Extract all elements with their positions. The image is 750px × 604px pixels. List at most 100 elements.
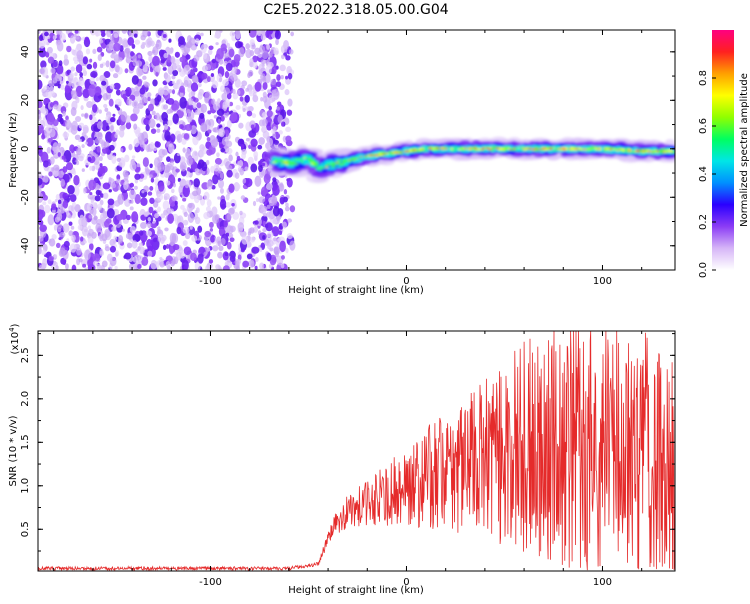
spectrogram-noise-speck	[262, 95, 268, 103]
spectrogram-noise-speck	[265, 64, 273, 74]
spectrogram-noise-speck	[214, 157, 222, 165]
spectrogram-noise-speck	[220, 43, 227, 52]
spectrogram-noise-speck	[287, 72, 293, 80]
spectrogram-noise-speck	[266, 252, 272, 262]
spectrogram-noise-speck	[115, 129, 120, 136]
spectrogram-track-speck	[656, 150, 660, 152]
spectrogram-noise-speck	[194, 261, 201, 270]
spectrogram-noise-speck	[81, 216, 88, 228]
spectrogram-noise-speck	[64, 85, 71, 94]
spectrogram-noise-speck	[57, 227, 62, 233]
spectrogram-track-speck	[463, 148, 467, 149]
spectrogram-noise-speck	[223, 87, 231, 95]
spectrogram-noise-speck	[155, 43, 160, 48]
spectrogram-noise-speck	[55, 193, 60, 201]
spectrogram-noise-speck	[226, 213, 232, 221]
spectrogram-noise-speck	[289, 240, 296, 251]
spectrogram-noise-speck	[134, 194, 141, 205]
spectrogram-noise-speck	[210, 73, 214, 78]
spectrogram-noise-speck	[289, 205, 296, 213]
spectrogram-noise-speck	[114, 250, 120, 257]
spectrogram-track-speck	[331, 161, 335, 164]
spectrogram-noise-speck	[163, 123, 169, 130]
spectrogram-track-speck	[664, 151, 667, 153]
spectrogram-noise-speck	[95, 189, 101, 196]
spectrogram-track-speck	[394, 151, 398, 153]
spectrogram-noise-speck	[193, 54, 200, 62]
spectrogram-noise-speck	[62, 259, 67, 266]
spectrogram-noise-speck	[129, 206, 134, 211]
spectrogram-track-speck	[643, 150, 645, 152]
spectrogram-noise-speck	[68, 214, 72, 219]
spectrogram-noise-speck	[249, 227, 255, 234]
spectrogram-noise-speck	[43, 175, 49, 183]
spectrogram-noise-speck	[167, 119, 173, 126]
colorbar: 0.00.20.40.60.8 Normalized spectral ampl…	[698, 30, 750, 278]
colorbar-tick-label: 0.4	[698, 166, 709, 182]
spectrogram-noise-speck	[132, 256, 138, 263]
spectrogram-noise-speck	[285, 126, 292, 133]
spectrogram-noise-speck	[143, 185, 149, 193]
spectrogram-noise-speck	[182, 219, 189, 226]
spectrogram-noise-speck	[70, 234, 76, 242]
spectrogram-track-speck	[513, 148, 516, 150]
spectrogram-noise-speck	[272, 177, 277, 182]
spectrogram-noise-speck	[224, 252, 229, 257]
spectrogram-noise-speck	[137, 263, 142, 270]
snr-panel: -100 0 100 0.51.01.52.02.5 Height of strai…	[8, 323, 676, 596]
spectrogram-noise-speck	[281, 54, 285, 60]
spectrogram-noise-speck	[133, 138, 140, 148]
spectrogram-noise-speck	[228, 233, 234, 238]
spectrogram-noise-speck	[85, 48, 91, 55]
spectrogram-track-speck	[367, 154, 370, 156]
spectrogram-track-speck	[337, 159, 342, 162]
spectrogram-noise-speck	[260, 34, 266, 41]
spectrogram-noise-speck	[272, 126, 277, 133]
spectrogram-track-speck	[300, 160, 304, 163]
spectrogram-noise-speck	[250, 124, 255, 129]
spectrogram-noise-speck	[221, 123, 226, 129]
spectrogram-noise-speck	[200, 32, 204, 37]
spectrogram-noise-speck	[59, 231, 66, 238]
spectrogram-track-speck	[272, 161, 276, 164]
spectrogram-noise-speck	[61, 155, 66, 160]
spectrogram-noise-speck	[206, 136, 211, 142]
spectrogram-noise-speck	[92, 253, 101, 262]
spectrogram-noise-speck	[166, 108, 172, 115]
spectrogram-track-speck	[375, 154, 378, 156]
spectrogram-noise-speck	[199, 144, 205, 152]
spectrogram-noise-speck	[287, 218, 292, 223]
spectrogram-noise-speck	[207, 49, 213, 56]
spectrogram-noise-speck	[252, 55, 258, 63]
spectrogram-noise-speck	[59, 206, 66, 214]
spectrogram-noise-speck	[123, 48, 130, 58]
spectrogram-noise-speck	[40, 60, 47, 69]
spectrogram-signal-track	[265, 136, 675, 184]
spectrogram-noise-speck	[273, 237, 277, 242]
spectrogram-noise-speck	[131, 155, 136, 159]
spectrogram-noise-speck	[81, 113, 85, 117]
spectrogram-noise-speck	[113, 235, 117, 241]
spectrogram-track-speck	[503, 147, 507, 149]
spectrogram-noise-speck	[176, 64, 182, 71]
spectrogram-noise-speck	[38, 124, 44, 134]
snr-x-tick-label: 100	[593, 577, 612, 588]
spectrogram-track-speck	[534, 146, 540, 149]
spectrogram-noise-speck	[89, 114, 93, 121]
spectrogram-track-speck	[421, 149, 424, 150]
spectrogram-noise-speck	[75, 147, 82, 156]
spectrogram-noise-speck	[129, 225, 137, 234]
spectrogram-noise-speck	[236, 155, 241, 162]
spectrogram-noise-speck	[179, 179, 185, 186]
spectrogram-noise-speck	[194, 38, 200, 45]
spectrogram-noise-speck	[285, 55, 291, 61]
spectrogram-noise-speck	[139, 99, 145, 105]
spectrogram-noise-speck	[225, 201, 231, 208]
spectrogram-track-speck	[603, 148, 606, 150]
spectrogram-noise-speck	[221, 93, 227, 100]
spectrogram-track-speck	[453, 146, 458, 148]
spectrogram-noise-speck	[268, 212, 274, 220]
spectrogram-noise-speck	[181, 259, 189, 270]
spectrogram-noise-speck	[160, 213, 166, 219]
spectrogram-noise-speck	[51, 203, 57, 211]
